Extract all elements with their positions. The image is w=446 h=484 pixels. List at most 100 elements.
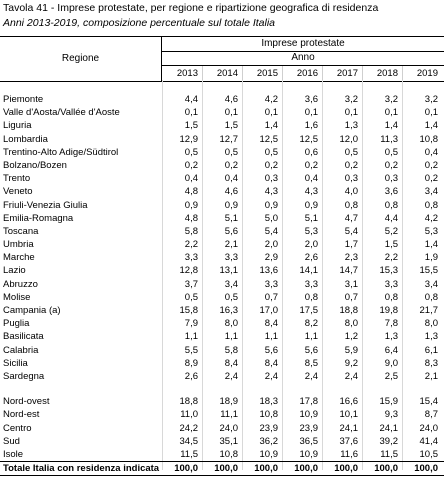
header-divider [162,51,444,52]
table-cell: 39,2 [379,435,399,447]
table-cell: 0,1 [344,107,358,119]
table-row: Emilia-Romagna 4,8 5,1 5,0 5,1 4,7 4,4 4,2 [0,212,444,225]
table-cell: 17,0 [259,305,279,316]
table-cell: 0,5 [224,291,238,303]
column-divider [242,80,243,470]
table-row: Trentino-Alto Adige/Südtirol 0,5 0,5 0,5 0,6… [0,146,444,159]
table-cell: 0,2 [304,159,318,171]
table-cell: 0,1 [264,107,278,119]
table-row: Liguria 1,5 1,5 1,4 1,6 1,3 1,4 1,4 [0,119,444,132]
table-cell: 5,4 [264,225,278,237]
row-label: Friuli-Venezia Giulia [3,199,88,211]
table-cell: 24,2 [179,422,199,434]
table-cell: 100,0 [374,463,398,475]
table-cell: 7,9 [184,318,198,330]
table-row: Veneto 4,8 4,6 4,3 4,3 4,0 3,6 3,4 [0,185,444,198]
table-cell: 4,7 [344,212,358,224]
table-cell: 8,3 [424,357,438,369]
table-cell: 0,2 [184,159,198,171]
table-cell: 3,3 [184,252,198,264]
table-cell: 1,5 [224,120,238,132]
table-cell: 0,1 [384,107,398,119]
year-header: 2016 [282,66,322,81]
row-label: Calabria [3,344,39,356]
table-row: Calabria 5,5 5,8 5,6 5,6 5,9 6,4 6,1 [0,344,444,357]
table-cell: 5,3 [304,225,318,237]
table-cell: 15,8 [179,305,199,316]
row-label: Centro [3,422,32,434]
row-label: Valle d'Aosta/Vallée d'Aoste [3,107,120,119]
table-cell: 18,8 [339,305,359,316]
table-cell: 0,4 [424,146,438,158]
table-cell: 1,4 [424,239,438,251]
table-cell: 3,7 [184,278,198,290]
table-cell: 10,8 [219,448,239,460]
table-cell: 1,5 [184,120,198,132]
table-cell: 19,8 [379,305,399,316]
row-label: Piemonte [3,94,44,105]
table-cell: 0,9 [304,199,318,211]
table-row: Sicilia 8,9 8,4 8,4 8,5 9,2 9,0 8,3 [0,357,444,370]
table-cell: 100,0 [254,463,278,475]
row-label: Sardegna [3,370,45,382]
table-cell: 2,6 [184,370,198,382]
table-cell: 0,7 [344,291,358,303]
table-row: Piemonte 4,4 4,6 4,2 3,6 3,2 3,2 3,2 [0,93,444,106]
table-cell: 0,6 [304,146,318,158]
table-cell: 0,5 [184,291,198,303]
row-label: Marche [3,252,35,264]
table-cell: 0,4 [184,173,198,185]
table-cell: 1,7 [344,239,358,251]
table-cell: 0,5 [224,146,238,158]
table-cell: 2,4 [344,370,358,382]
row-label: Nord-ovest [3,396,50,408]
table-cell: 0,1 [224,107,238,119]
table-cell: 1,4 [424,120,438,132]
table-cell: 3,1 [344,278,358,290]
table-cell: 5,1 [304,212,318,224]
table-row: Puglia 7,9 8,0 8,4 8,2 8,0 7,8 8,0 [0,317,444,330]
table-cell: 3,3 [384,278,398,290]
table-cell: 11,5 [180,448,198,460]
table-cell: 0,4 [304,173,318,185]
table-body: Piemonte 4,4 4,6 4,2 3,6 3,2 3,2 3,2 Valle d'Aos… [0,93,444,477]
table-cell: 6,4 [384,344,398,356]
table-cell: 2,0 [264,239,278,251]
table-cell: 3,3 [304,278,318,290]
table-cell: 4,8 [184,186,198,198]
row-label: Molise [3,291,31,303]
table-cell: 0,2 [224,159,238,171]
table-cell: 1,6 [304,120,318,132]
table-cell: 3,2 [384,94,398,105]
table-cell: 0,2 [384,159,398,171]
table-cell: 1,3 [424,331,438,343]
year-header: 2014 [202,66,242,81]
table-cell: 100,0 [214,463,238,475]
table-cell: 6,1 [424,344,438,356]
row-label: Emilia-Romagna [3,212,74,224]
total-row: Totale Italia con residenza indicata 100,… [0,461,444,477]
table-cell: 5,9 [344,344,358,356]
row-label: Nord-est [3,409,40,421]
table-cell: 4,6 [224,186,238,198]
table-cell: 8,4 [224,357,238,369]
table-cell: 10,9 [299,409,319,421]
row-label: Totale Italia con residenza indicata [3,463,160,475]
table-cell: 100,0 [334,463,358,475]
table-cell: 2,2 [184,239,198,251]
table-cell: 10,1 [339,409,359,421]
table-cell: 0,1 [304,107,318,119]
table-cell: 10,5 [419,448,439,460]
table-cell: 0,8 [384,291,398,303]
table-cell: 15,5 [419,265,439,277]
table-cell: 24,0 [419,422,439,434]
table-cell: 0,5 [264,146,278,158]
table-cell: 4,2 [264,94,278,105]
anno-header: Anno [291,52,315,63]
table-cell: 4,2 [424,212,438,224]
table-row: Centro 24,2 24,0 23,9 23,9 24,1 24,1 24,0 [0,422,444,435]
row-label: Puglia [3,318,30,330]
table-cell: 5,8 [224,344,238,356]
table-cell: 18,3 [259,396,279,408]
table-cell: 2,6 [304,252,318,264]
